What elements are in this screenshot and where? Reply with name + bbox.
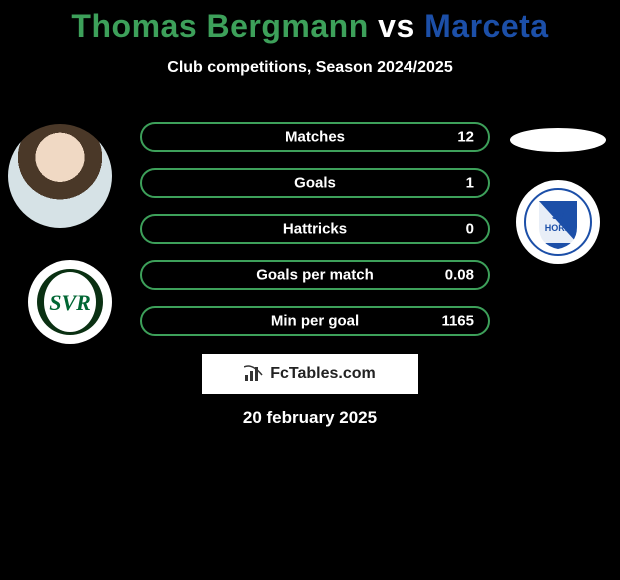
vs-separator: vs: [378, 8, 415, 44]
stat-value: 0: [466, 221, 474, 238]
subtitle: Club competitions, Season 2024/2025: [0, 59, 620, 77]
club-left-logo: SVR: [28, 260, 112, 344]
player-left-photo: [8, 124, 112, 228]
watermark-text: FcTables.com: [270, 365, 376, 383]
stat-row: Matches 12: [140, 122, 490, 152]
sv-ried-icon: SVR: [35, 267, 105, 337]
club-left-text: SVR: [49, 290, 91, 315]
stat-value: 1165: [441, 313, 474, 330]
player-left-name: Thomas Bergmann: [71, 8, 368, 44]
stat-row: Hattricks 0: [140, 214, 490, 244]
stat-row: Goals 1: [140, 168, 490, 198]
stat-label: Min per goal: [271, 313, 359, 330]
stat-value: 1: [466, 175, 474, 192]
stat-value: 12: [457, 129, 474, 146]
stat-row: Min per goal 1165: [140, 306, 490, 336]
club-right-logo: SV HORN: [516, 180, 600, 264]
page-title: Thomas Bergmann vs Marceta: [0, 0, 620, 45]
date-text: 20 february 2025: [0, 408, 620, 428]
bar-chart-icon: [244, 365, 264, 383]
stat-label: Goals per match: [256, 267, 374, 284]
stat-label: Hattricks: [283, 221, 347, 238]
player-right-name: Marceta: [424, 8, 548, 44]
stat-label: Goals: [294, 175, 336, 192]
stat-label: Matches: [285, 129, 345, 146]
stat-row: Goals per match 0.08: [140, 260, 490, 290]
stat-value: 0.08: [445, 267, 474, 284]
club-right-text-1: SV: [552, 211, 564, 221]
watermark: FcTables.com: [202, 354, 418, 394]
club-right-text-2: HORN: [545, 223, 572, 233]
sv-horn-icon: SV HORN: [523, 187, 593, 257]
stats-container: Matches 12 Goals 1 Hattricks 0 Goals per match…: [140, 122, 490, 352]
player-right-placeholder: [510, 128, 606, 152]
